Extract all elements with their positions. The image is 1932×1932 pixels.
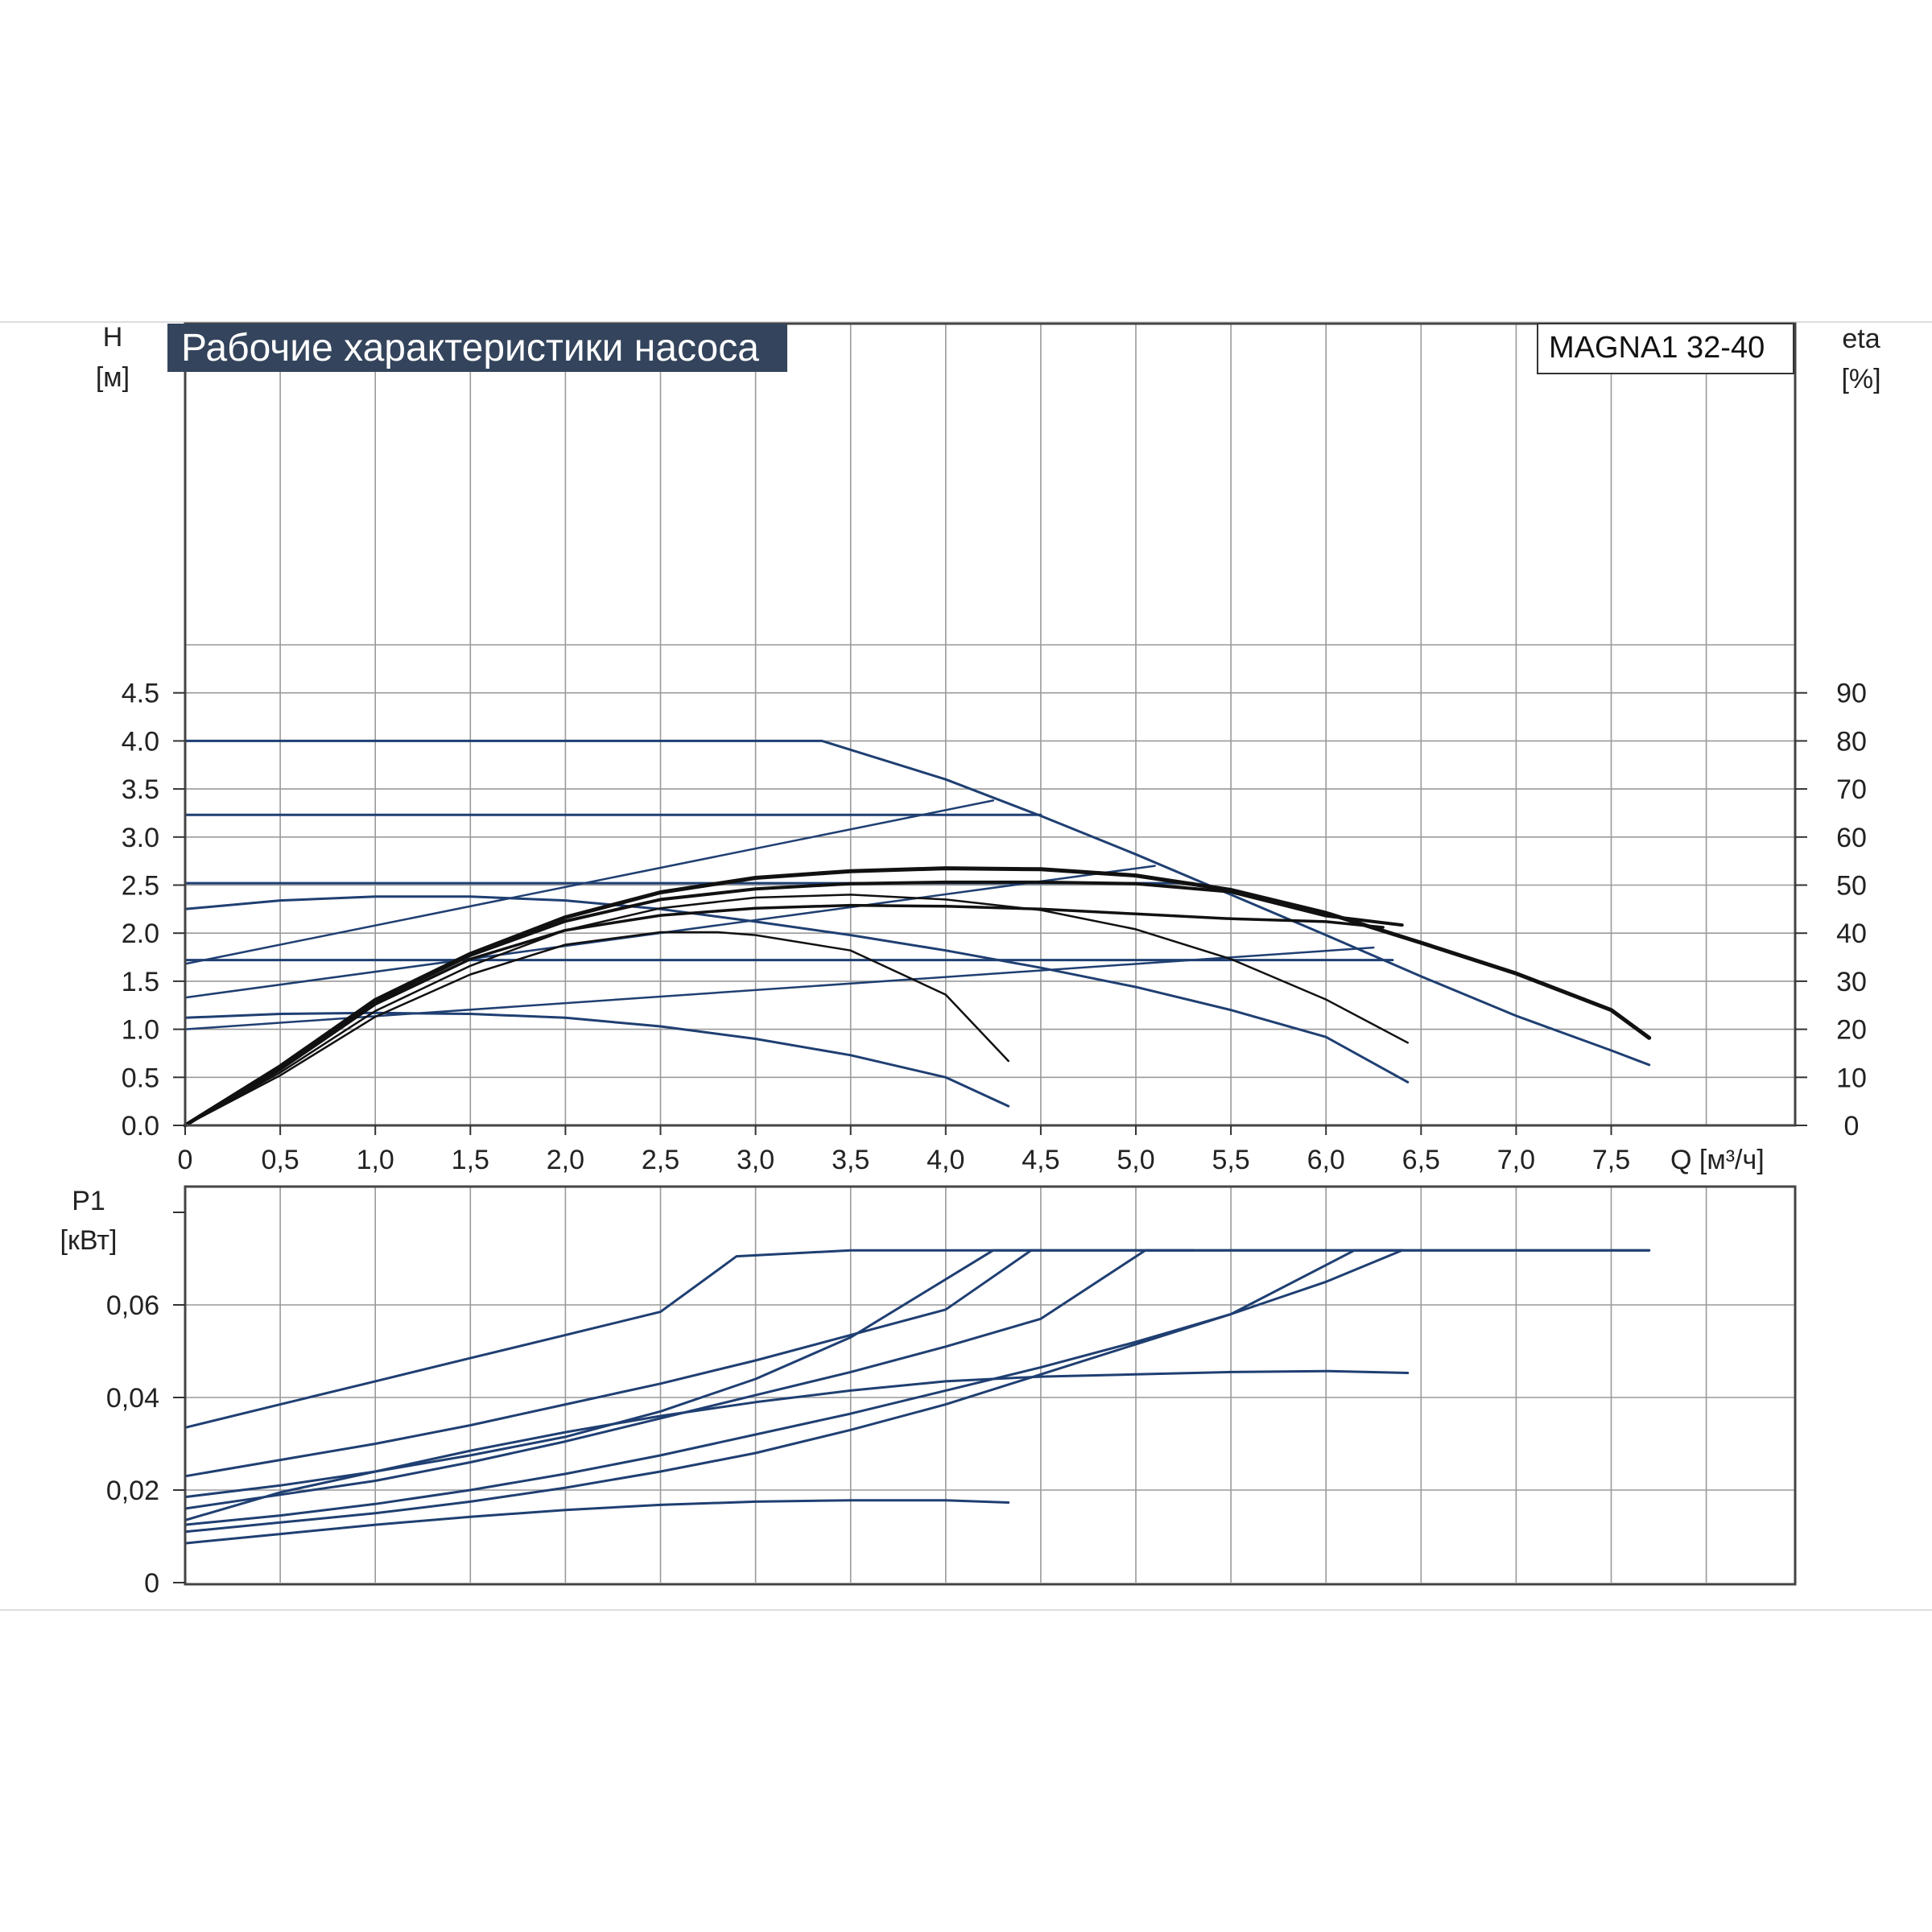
head-y-tick-label: 2.5 (122, 871, 159, 902)
efficiency-curve-12 (184, 894, 1410, 1127)
eta-y-label: eta (1842, 324, 1880, 354)
head-y-tick-label: 4.0 (122, 726, 159, 757)
head-curve-4 (184, 895, 1410, 1084)
head-y-tick-label: 4.5 (122, 679, 159, 709)
head-curve-6 (184, 946, 1375, 1030)
power-panel: 0 0,02 0,04 0,06 P1 [кВт] (60, 1185, 1797, 1599)
power-curve-3 (184, 1249, 1195, 1510)
eta-y-tick-label: 10 (1836, 1063, 1867, 1093)
head-curve-5 (184, 1011, 1010, 1108)
eta-y-tick-label: 80 (1836, 726, 1867, 757)
x-tick-label: 4,0 (927, 1145, 964, 1175)
power-curve-5 (184, 1249, 1404, 1534)
head-y-tick-label: 3.0 (122, 823, 159, 853)
x-tick-label: 0 (178, 1145, 193, 1175)
power-curve-1 (184, 1249, 1651, 1478)
head-ticks: 0.0 0.5 1.0 1.5 2.0 2.5 3.0 3.5 4.0 4.5 0 10 20 30 40 5… (122, 679, 1867, 1175)
model-label: MAGNA1 32-40 (1549, 331, 1765, 365)
x-tick-label: 7,5 (1592, 1145, 1630, 1175)
eta-y-tick-label: 20 (1836, 1015, 1867, 1046)
x-tick-label: 5,0 (1117, 1145, 1154, 1175)
efficiency-curve-11 (184, 903, 1385, 1127)
title-banner: Рабочие характеристики насоса (167, 324, 787, 372)
power-curve-0 (184, 1249, 1651, 1429)
power-curve-7 (184, 1499, 1010, 1545)
head-y-tick-label: 0.0 (122, 1111, 159, 1141)
power-y-tick-label: 0,06 (106, 1290, 159, 1321)
head-y-tick-label: 1.5 (122, 967, 159, 997)
x-tick-label: 2,0 (547, 1145, 584, 1175)
chart-title: Рабочие характеристики насоса (181, 327, 759, 369)
head-curve-8 (184, 799, 995, 965)
x-tick-label: 4,5 (1022, 1145, 1059, 1175)
power-curve-4 (184, 1249, 1404, 1526)
eta-y-unit: [%] (1841, 364, 1880, 394)
head-y-label: H (103, 322, 123, 353)
x-tick-label: 0,5 (261, 1145, 299, 1175)
x-axis-label: Q [м³/ч] (1670, 1145, 1765, 1175)
x-tick-label: 1,5 (452, 1145, 489, 1175)
title-background (167, 324, 787, 372)
eta-y-tick-label: 50 (1836, 871, 1867, 902)
x-tick-label: 5,5 (1212, 1145, 1249, 1175)
x-tick-label: 2,5 (642, 1145, 679, 1175)
power-y-tick-label: 0,02 (106, 1476, 159, 1506)
head-y-tick-label: 1.0 (122, 1015, 159, 1046)
head-curves (183, 739, 1652, 1128)
power-curve-6 (184, 1369, 1410, 1521)
model-label-frame (1537, 323, 1794, 374)
power-y-tick-label: 0,04 (106, 1383, 159, 1414)
eta-y-tick-label: 30 (1836, 967, 1867, 997)
head-y-tick-label: 2.0 (122, 919, 159, 949)
eta-y-tick-label: 40 (1836, 919, 1867, 949)
power-grid (185, 1187, 1795, 1583)
power-curve-2 (184, 1249, 1042, 1499)
head-frame (184, 322, 1797, 1127)
model-label-box: MAGNA1 32-40 (1537, 323, 1794, 374)
power-y-unit: [кВт] (60, 1225, 118, 1256)
x-tick-label: 7,0 (1497, 1145, 1535, 1175)
power-y-tick-label: 0 (144, 1568, 159, 1599)
eta-y-tick-label: 60 (1836, 823, 1867, 853)
power-y-label: P1 (72, 1186, 105, 1216)
x-tick-label: 1,0 (357, 1145, 394, 1175)
power-frame (184, 1185, 1797, 1586)
x-tick-label: 6,0 (1307, 1145, 1345, 1175)
power-curves (184, 1249, 1651, 1545)
eta-y-tick-label: 0 (1844, 1111, 1860, 1141)
power-ticks: 0 0,02 0,04 0,06 (106, 1212, 185, 1599)
eta-y-tick-label: 70 (1836, 774, 1867, 805)
head-y-tick-label: 3.5 (122, 774, 159, 805)
head-panel: 0.0 0.5 1.0 1.5 2.0 2.5 3.0 3.5 4.0 4.5 0 10 20 30 40 5… (96, 322, 1881, 1175)
efficiency-curve-10 (184, 880, 1404, 1127)
head-y-tick-label: 0.5 (122, 1063, 159, 1093)
x-tick-label: 3,0 (737, 1145, 774, 1175)
x-tick-label: 6,5 (1402, 1145, 1440, 1175)
head-grid (185, 324, 1795, 1125)
eta-y-tick-label: 90 (1836, 679, 1867, 709)
head-curve-0 (184, 739, 1651, 1067)
efficiency-curve-13 (184, 931, 1009, 1127)
x-tick-label: 3,5 (832, 1145, 869, 1175)
head-y-unit: [м] (96, 362, 130, 393)
